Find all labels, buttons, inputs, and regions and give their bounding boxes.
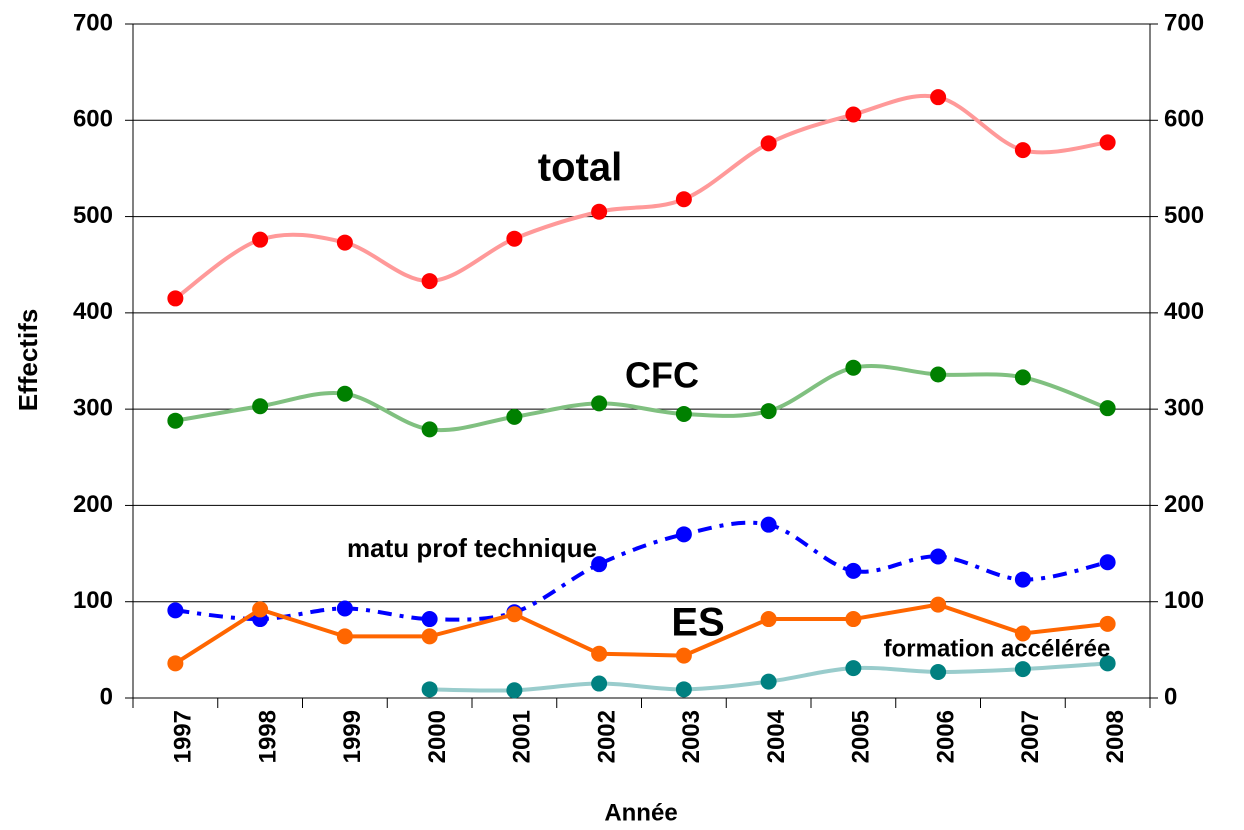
y-tick-label: 500 [73, 202, 113, 229]
y2-tick-label: 200 [1164, 491, 1204, 518]
y-tick-label: 300 [73, 394, 113, 421]
data-point [252, 601, 269, 618]
data-point [591, 203, 608, 220]
data-point [336, 628, 353, 645]
data-point [675, 647, 692, 664]
y2-tick-label: 300 [1164, 394, 1204, 421]
data-point [675, 526, 692, 543]
data-point [845, 359, 862, 376]
data-point [675, 191, 692, 208]
y2-tick-label: 100 [1164, 587, 1204, 614]
data-point [167, 655, 184, 672]
y-axis-title: Effectifs [13, 309, 43, 412]
data-point [336, 234, 353, 251]
data-point [1099, 134, 1116, 151]
data-point [930, 664, 947, 681]
x-tick-label: 2000 [424, 710, 451, 763]
y2-tick-label: 600 [1164, 106, 1204, 133]
data-point [421, 421, 438, 438]
data-point [1099, 615, 1116, 632]
data-point [167, 290, 184, 307]
series-line [175, 363, 1109, 433]
data-point [930, 548, 947, 565]
series-line [175, 520, 1109, 622]
data-point [1014, 369, 1031, 386]
data-point [760, 611, 777, 628]
data-point [591, 395, 608, 412]
data-point [760, 673, 777, 690]
y-tick-label: 100 [73, 587, 113, 614]
data-point [675, 405, 692, 422]
data-point [421, 611, 438, 628]
x-tick-label: 1998 [254, 710, 281, 763]
y2-tick-label: 700 [1164, 9, 1204, 36]
data-point [506, 408, 523, 425]
y2-tick-label: 500 [1164, 202, 1204, 229]
x-tick-label: 2004 [763, 709, 790, 763]
series-line [174, 93, 1108, 301]
y2-tick-label: 400 [1164, 298, 1204, 325]
series-line [174, 602, 1108, 666]
data-point [421, 273, 438, 290]
data-point [252, 231, 269, 248]
data-point [506, 230, 523, 247]
data-point [591, 645, 608, 662]
x-tick-label: 2006 [932, 710, 959, 763]
y-tick-label: 700 [73, 9, 113, 36]
y2-tick-label: 0 [1164, 683, 1177, 710]
data-point [930, 366, 947, 383]
data-point [845, 106, 862, 123]
x-tick-label: 2005 [848, 710, 875, 763]
x-tick-label: 2003 [678, 710, 705, 763]
data-point [760, 403, 777, 420]
x-tick-label: 2001 [509, 710, 536, 763]
series-label: matu prof technique [347, 533, 597, 563]
data-point [1014, 571, 1031, 588]
x-tick-label: 2008 [1102, 710, 1129, 763]
data-point [845, 562, 862, 579]
y-tick-label: 600 [73, 106, 113, 133]
data-point [421, 628, 438, 645]
data-point [252, 398, 269, 415]
series-label: CFC [625, 355, 699, 396]
x-tick-label: 1997 [170, 710, 197, 763]
data-point [336, 385, 353, 402]
data-point [1099, 655, 1116, 672]
x-tick-label: 2002 [593, 710, 620, 763]
data-point [760, 135, 777, 152]
x-tick-label: 2007 [1017, 710, 1044, 763]
data-point [930, 89, 947, 106]
data-point [1099, 400, 1116, 417]
x-axis-title: Année [604, 799, 677, 826]
data-point [167, 602, 184, 619]
data-point [1099, 554, 1116, 571]
data-point [845, 611, 862, 628]
y-tick-label: 400 [73, 298, 113, 325]
series-label: formation accélérée [884, 635, 1111, 662]
y-tick-label: 200 [73, 491, 113, 518]
data-point [1014, 625, 1031, 642]
data-point [675, 681, 692, 698]
y-tick-label: 0 [100, 683, 113, 710]
data-point [336, 600, 353, 617]
data-point [930, 596, 947, 613]
data-point [1014, 661, 1031, 678]
data-point [506, 682, 523, 699]
data-point [421, 681, 438, 698]
data-point [506, 606, 523, 623]
series-label: ES [671, 601, 724, 645]
data-point [167, 412, 184, 429]
data-point [591, 556, 608, 573]
data-point [760, 516, 777, 533]
data-point [845, 660, 862, 677]
data-point [1014, 142, 1031, 159]
data-point [591, 675, 608, 692]
series-label: total [538, 146, 622, 190]
x-tick-label: 1999 [339, 710, 366, 763]
